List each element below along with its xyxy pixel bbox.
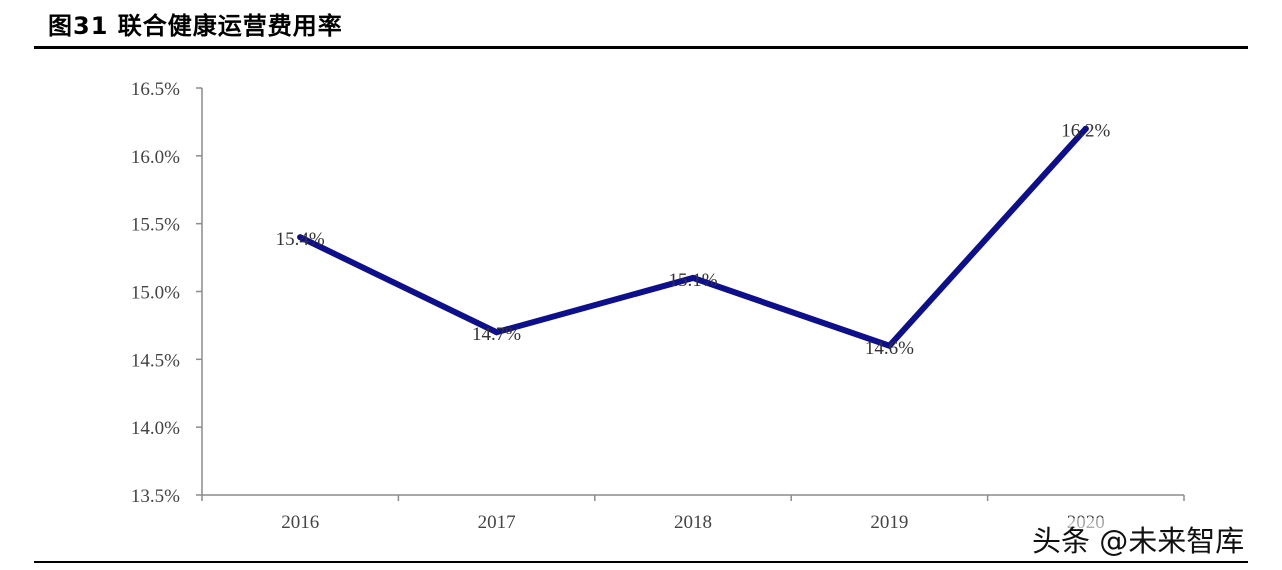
data-label: 15.1% <box>668 270 717 291</box>
series-line <box>297 125 1089 350</box>
bottom-divider <box>34 561 1248 563</box>
chart-axes <box>201 88 1184 496</box>
x-tick-label: 2016 <box>281 512 319 533</box>
x-tick-label: 2017 <box>478 512 516 533</box>
series-group <box>297 125 1089 350</box>
y-axis-ticks: 13.5% 14.0% 14.5% 15.0% 15.5% 16.0% 16.5% <box>131 79 202 507</box>
data-point <box>886 342 893 349</box>
y-tick-label: 14.0% <box>131 418 180 439</box>
y-tick-label: 13.5% <box>131 486 180 507</box>
y-tick-label: 15.0% <box>131 283 180 304</box>
y-tick-label: 14.5% <box>131 350 180 371</box>
data-point <box>1082 125 1089 132</box>
x-tick-label: 2018 <box>674 512 712 533</box>
data-label: 15.4% <box>276 229 325 250</box>
data-point <box>297 234 304 241</box>
data-label: 14.6% <box>865 338 914 359</box>
data-label: 16.2% <box>1061 121 1110 142</box>
y-tick-label: 16.5% <box>131 79 180 100</box>
figure-title: 图31 联合健康运营费用率 <box>48 12 343 40</box>
y-tick-label: 15.5% <box>131 215 180 236</box>
data-label: 14.7% <box>472 324 521 345</box>
watermark-text: 头条 @未来智库 <box>1028 518 1249 560</box>
y-tick-label: 16.0% <box>131 147 180 168</box>
data-point <box>493 329 500 336</box>
top-divider <box>34 46 1248 49</box>
data-labels: 15.4% 14.7% 15.1% 14.6% 16.2% <box>276 121 1111 359</box>
x-tick-label: 2019 <box>870 512 908 533</box>
data-point <box>690 274 696 281</box>
